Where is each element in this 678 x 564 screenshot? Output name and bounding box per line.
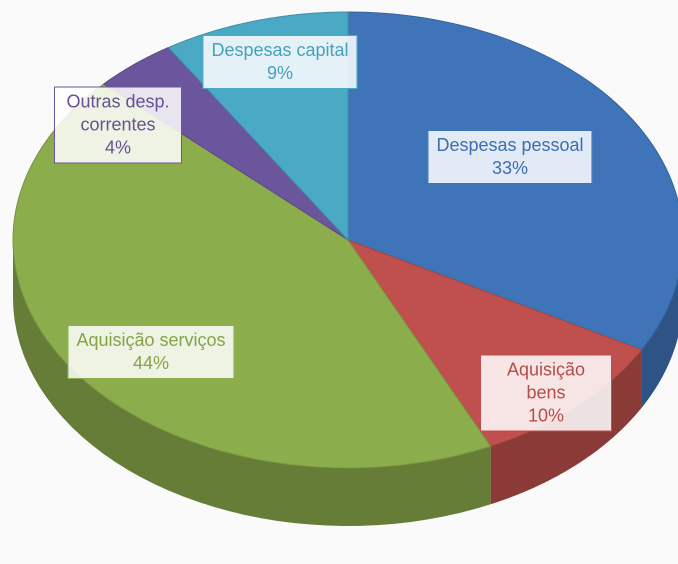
label-value: 9% (266, 63, 294, 83)
slice-side (13, 240, 491, 526)
label-value: 4% (104, 137, 131, 158)
label-value: 44% (132, 353, 170, 373)
label-category: Aquisição bens (506, 359, 586, 403)
data-label: Outras desp. correntes 4% (54, 86, 182, 164)
label-value: 33% (491, 158, 529, 178)
data-label: Despesas capital 9% (202, 35, 358, 89)
label-category: Despesas pessoal (436, 135, 584, 155)
data-label: Despesas pessoal 33% (427, 130, 593, 184)
label-category: Aquisição serviços (76, 330, 226, 350)
label-category: Despesas capital (211, 40, 349, 60)
label-category: Outras desp. correntes (66, 91, 170, 135)
slice-side (641, 279, 678, 408)
label-value: 10% (527, 405, 565, 426)
data-label: Aquisição bens 10% (480, 354, 612, 432)
data-label: Aquisição serviços 44% (67, 325, 235, 379)
